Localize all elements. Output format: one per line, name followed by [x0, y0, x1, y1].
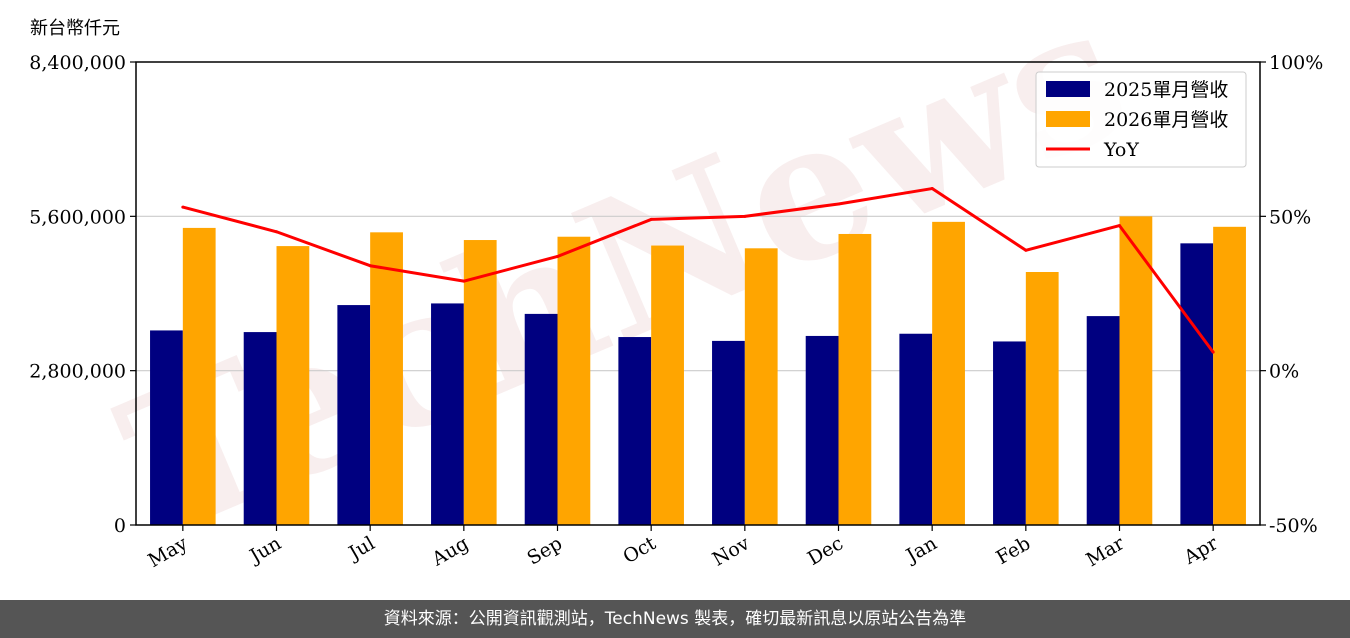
x-tick-label-nov: Nov [709, 532, 754, 571]
bar-2025-nov [712, 340, 745, 525]
x-tick-label-jan: Jan [901, 532, 941, 568]
legend-swatch-1 [1046, 111, 1090, 127]
bar-2026-sep [557, 236, 591, 525]
y-left-tick-label-0: 0 [114, 515, 126, 537]
bar-2026-aug [463, 240, 497, 525]
x-tick-label-aug: Aug [427, 532, 472, 571]
legend-label-2: YoY [1103, 139, 1139, 161]
x-tick-label-jul: Jul [343, 532, 378, 565]
bar-2026-dec [838, 233, 872, 525]
bar-2025-may [150, 330, 183, 525]
yoy-point-jun [275, 230, 278, 234]
bar-2026-jan [932, 221, 965, 525]
bar-2026-mar [1119, 216, 1153, 526]
y-left-tick-label-2: 5,600,000 [29, 206, 126, 228]
yoy-point-nov [743, 214, 747, 218]
yoy-point-dec [837, 202, 840, 206]
yoy-point-apr [1211, 350, 1215, 354]
bar-2025-jul [337, 305, 371, 525]
yoy-point-oct [649, 217, 653, 221]
bar-2025-jun [243, 332, 277, 525]
x-tick-label-oct: Oct [619, 532, 660, 568]
bar-2025-apr [1180, 243, 1214, 525]
bar-2026-may [182, 227, 216, 526]
yoy-point-may [181, 205, 185, 209]
bar-2026-feb [1025, 272, 1059, 525]
bar-2025-jan [899, 333, 933, 525]
chart-area: 新台幣仟元 TechNews 0 2,800,000 5,600,000 8,400,0… [29, 0, 1323, 578]
bar-2025-mar [1086, 316, 1120, 525]
x-tick-label-dec: Dec [804, 532, 847, 570]
legend-label-1: 2026單月營收 [1104, 109, 1228, 131]
y-axis-unit-label: 新台幣仟元 [30, 18, 120, 39]
bar-2026-jul [370, 232, 403, 525]
bar-2026-apr [1213, 226, 1246, 525]
y-left-tick-label-3: 8,400,000 [29, 52, 126, 74]
bar-2026-nov [744, 248, 778, 526]
yoy-point-mar [1118, 224, 1121, 228]
x-tick-label-feb: Feb [993, 532, 1035, 569]
legend-swatch-0 [1046, 81, 1090, 97]
x-tick-label-sep: Sep [523, 532, 566, 569]
bar-2026-oct [651, 245, 684, 525]
y-right-tick-label-3: 100% [1269, 52, 1323, 74]
bar-2025-sep [524, 313, 558, 525]
yoy-point-feb [1024, 248, 1028, 252]
x-tick-label-apr: Apr [1180, 532, 1223, 569]
x-tick-label-mar: Mar [1082, 532, 1128, 571]
bar-2025-oct [618, 337, 652, 525]
bar-2025-feb [993, 341, 1026, 525]
bar-2025-dec [805, 335, 839, 525]
plot-frame [135, 61, 1261, 526]
yoy-point-sep [556, 254, 559, 258]
bar-2026-jun [276, 246, 310, 525]
y-right-tick-label-2: 50% [1269, 206, 1311, 228]
bar-2025-aug [431, 303, 464, 525]
source-footer: 資料來源：公開資訊觀測站，TechNews 製表，確切最新訊息以原站公告為準 [0, 600, 1350, 638]
y-left-tick-label-1: 2,800,000 [29, 361, 126, 383]
yoy-point-aug [462, 279, 466, 283]
legend: 2025單月營收 2026單月營收 YoY [1035, 71, 1247, 168]
yoy-point-jan [930, 187, 934, 191]
revenue-chart: TechNews02,800,0005,600,0008,400,000-50%… [29, 0, 1323, 578]
y-right-tick-label-0: -50% [1269, 515, 1318, 537]
y-right-tick-label-1: 0% [1269, 361, 1299, 383]
legend-label-0: 2025單月營收 [1104, 79, 1228, 101]
yoy-point-jul [368, 264, 372, 268]
yoy-line [182, 187, 1215, 354]
